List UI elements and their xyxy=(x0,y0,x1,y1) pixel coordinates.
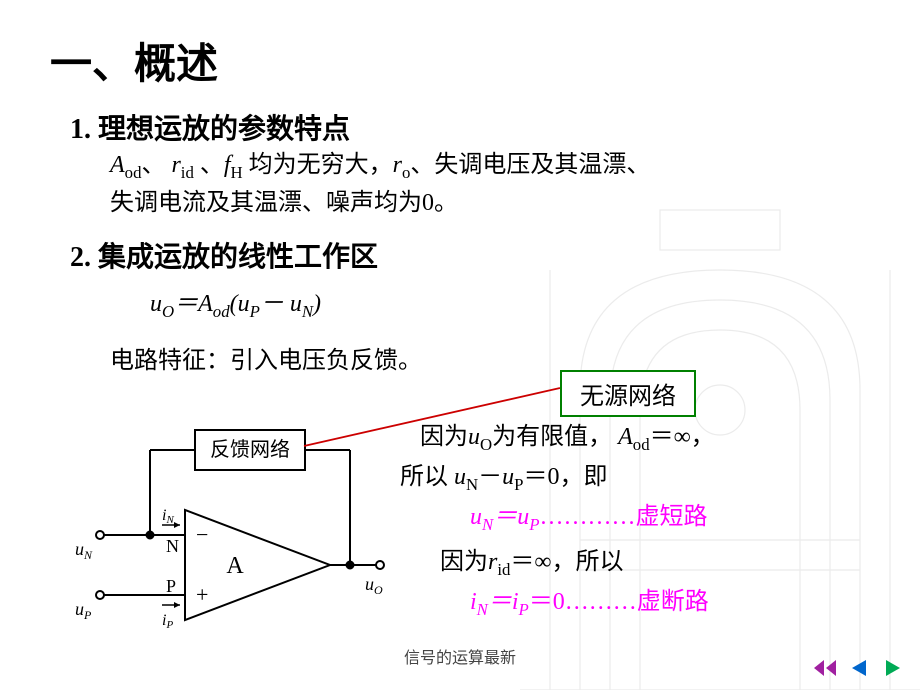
svg-text:−: − xyxy=(196,522,208,547)
section1-line2: 失调电流及其温漂、噪声均为0。 xyxy=(110,185,880,221)
d3a: ＝ xyxy=(493,504,517,530)
d2b: － xyxy=(478,464,502,490)
s1-mid: 均为无穷大， xyxy=(249,152,393,178)
s1-tail: 、失调电压及其温漂、 xyxy=(410,152,650,178)
feature-line: 电路特征：引入电压负反馈。 xyxy=(110,340,880,375)
svg-text:+: + xyxy=(196,582,208,607)
slide-title: 一、概述 xyxy=(50,30,880,91)
deriv-line3: uN＝uP…………虚短路 xyxy=(470,498,707,539)
deriv-line2: 所以 uN－uP＝0，即 xyxy=(400,458,607,499)
P-label: P xyxy=(166,576,176,596)
svg-text:uP: uP xyxy=(75,599,92,622)
nav-back-button[interactable] xyxy=(844,654,874,682)
opamp-A: A xyxy=(226,553,244,579)
circuit-diagram: 反馈网络 A − + N P uN uP uO iN iP xyxy=(70,420,400,650)
d2c: ＝0，即 xyxy=(523,464,607,490)
section1-line1: Aod、 rid 、fH 均为无穷大，ro、失调电压及其温漂、 xyxy=(110,147,880,185)
d1b: 为有限值， xyxy=(492,424,612,450)
deriv-line1: 因为uO为有限值， Aod＝∞， xyxy=(420,418,715,459)
slide-content: 一、概述 1. 理想运放的参数特点 Aod、 rid 、fH 均为无穷大，ro、… xyxy=(0,0,920,375)
nav-rewind-button[interactable] xyxy=(810,654,840,682)
d4b: ＝∞，所以 xyxy=(510,549,623,575)
svg-text:iN: iN xyxy=(162,507,174,526)
d3b: …………虚短路 xyxy=(539,504,707,530)
d1c: ＝∞， xyxy=(650,424,715,450)
nav-buttons xyxy=(810,654,908,682)
d4a: 因为 xyxy=(440,549,488,575)
nav-forward-button[interactable] xyxy=(878,654,908,682)
N-label: N xyxy=(166,536,179,556)
deriv-line5: iN＝iP＝0………虚断路 xyxy=(470,583,709,624)
passive-network-label: 无源网络 xyxy=(560,370,696,417)
d1a: 因为 xyxy=(420,424,468,450)
svg-text:iP: iP xyxy=(162,612,173,631)
deriv-line4: 因为rid＝∞，所以 xyxy=(440,543,624,584)
fb-label: 反馈网络 xyxy=(210,438,290,461)
svg-text:uN: uN xyxy=(75,539,93,562)
d5a: ＝ xyxy=(488,589,512,615)
footer-text: 信号的运算最新 xyxy=(404,644,516,668)
d5b: ＝0………虚断路 xyxy=(529,589,709,615)
section2-head: 2. 集成运放的线性工作区 xyxy=(70,235,880,275)
svg-text:uO: uO xyxy=(365,574,383,597)
section2-formula: uO＝Aod(uP－ uN) xyxy=(150,283,880,322)
section1-head: 1. 理想运放的参数特点 xyxy=(70,107,880,147)
d2a: 所以 xyxy=(400,464,454,490)
